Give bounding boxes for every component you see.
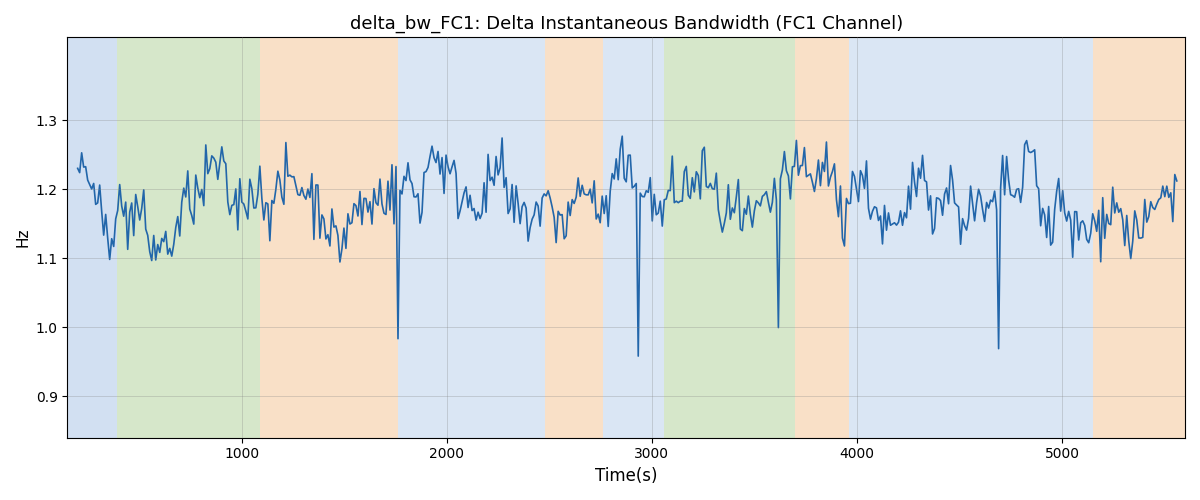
Y-axis label: Hz: Hz [16,228,30,248]
Title: delta_bw_FC1: Delta Instantaneous Bandwidth (FC1 Channel): delta_bw_FC1: Delta Instantaneous Bandwi… [349,15,902,34]
Bar [397,38,545,438]
X-axis label: Time(s): Time(s) [595,467,658,485]
Bar [796,38,848,438]
Bar [664,38,796,438]
Bar [602,38,664,438]
Bar [848,38,1093,438]
Bar [1093,38,1184,438]
Bar [260,38,397,438]
Bar [116,38,260,438]
Bar [67,38,116,438]
Bar [545,38,602,438]
